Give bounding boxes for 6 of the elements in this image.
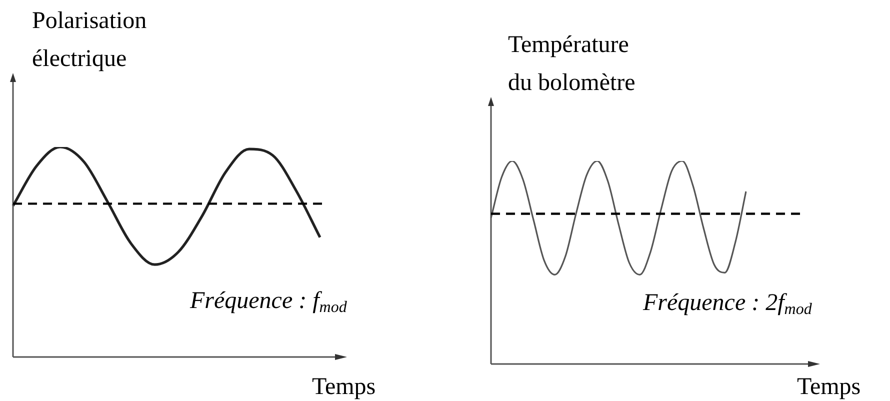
annotation: Fréquence : 2f$_{mod}$ (643, 289, 812, 320)
annotation: Fréquence : f$_{mod}$ (190, 287, 347, 318)
x-axis-title: Temps (312, 373, 376, 401)
y-axis-title: Polarisation électrique (32, 7, 147, 74)
x-axis-title: Temps (797, 373, 861, 401)
y-axis-title: Température du bolomètre (508, 31, 636, 98)
